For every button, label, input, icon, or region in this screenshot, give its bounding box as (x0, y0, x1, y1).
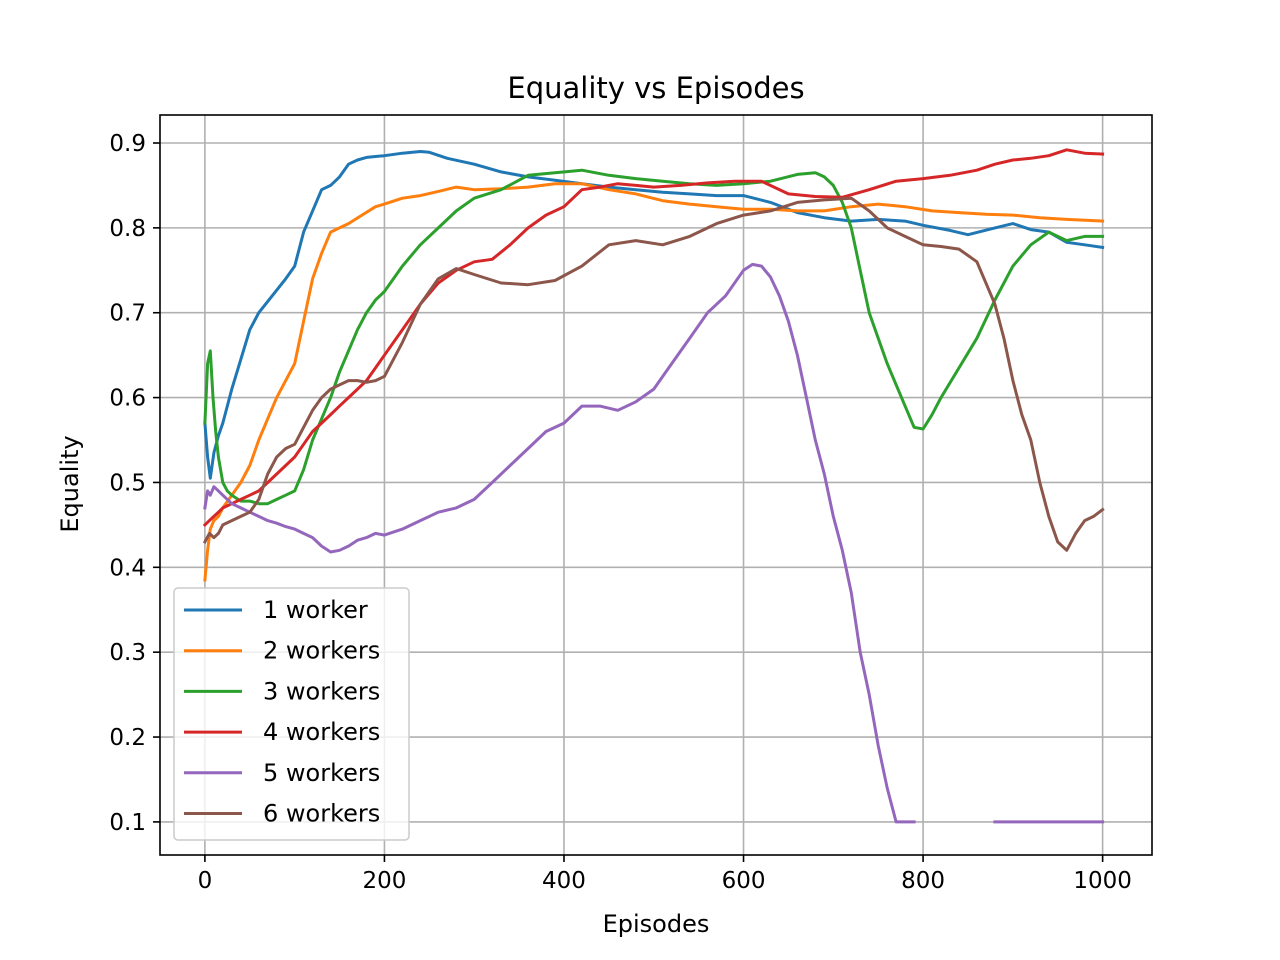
x-tick-label: 0 (198, 868, 213, 894)
y-tick-label: 0.7 (109, 301, 146, 327)
y-axis-label: Equality (56, 435, 84, 532)
legend-label: 5 workers (263, 759, 380, 787)
series-line-6 (202, 196, 1105, 552)
legend: 1 worker 2 workers 3 workers 4 workers 5 wor… (173, 587, 410, 841)
series-line-1 (203, 150, 1105, 480)
legend-label: 3 workers (263, 677, 380, 705)
x-axis-label: Episodes (603, 910, 710, 938)
y-tick-label: 0.3 (109, 640, 146, 666)
plot-frame (159, 114, 1153, 856)
y-tick-label: 0.9 (109, 131, 146, 157)
x-tick-label: 1000 (1073, 868, 1132, 894)
x-tick-label: 200 (362, 868, 406, 894)
legend-label: 6 workers (263, 800, 380, 828)
axis-ticks: 0 200 400 600 800 1000 0.1 0.2 0.3 0.4 0.5 0.6 0.7 0.… (109, 131, 1131, 894)
legend-label: 2 workers (263, 637, 380, 665)
chart-title: Equality vs Episodes (507, 71, 804, 105)
series-line-5 (203, 262, 1105, 824)
x-tick-label: 400 (542, 868, 586, 894)
series-lines (202, 148, 1105, 824)
y-tick-label: 0.5 (109, 470, 146, 496)
y-tick-label: 0.4 (109, 555, 146, 581)
series-line-2 (203, 182, 1105, 582)
y-tick-label: 0.1 (109, 810, 146, 836)
legend-label: 1 worker (263, 596, 368, 624)
series-line-4 (202, 148, 1105, 528)
legend-label: 4 workers (263, 718, 380, 746)
y-tick-label: 0.2 (109, 725, 146, 751)
y-tick-label: 0.8 (109, 216, 146, 242)
y-tick-label: 0.6 (109, 386, 146, 412)
x-tick-label: 600 (722, 868, 766, 894)
x-tick-label: 800 (901, 868, 945, 894)
